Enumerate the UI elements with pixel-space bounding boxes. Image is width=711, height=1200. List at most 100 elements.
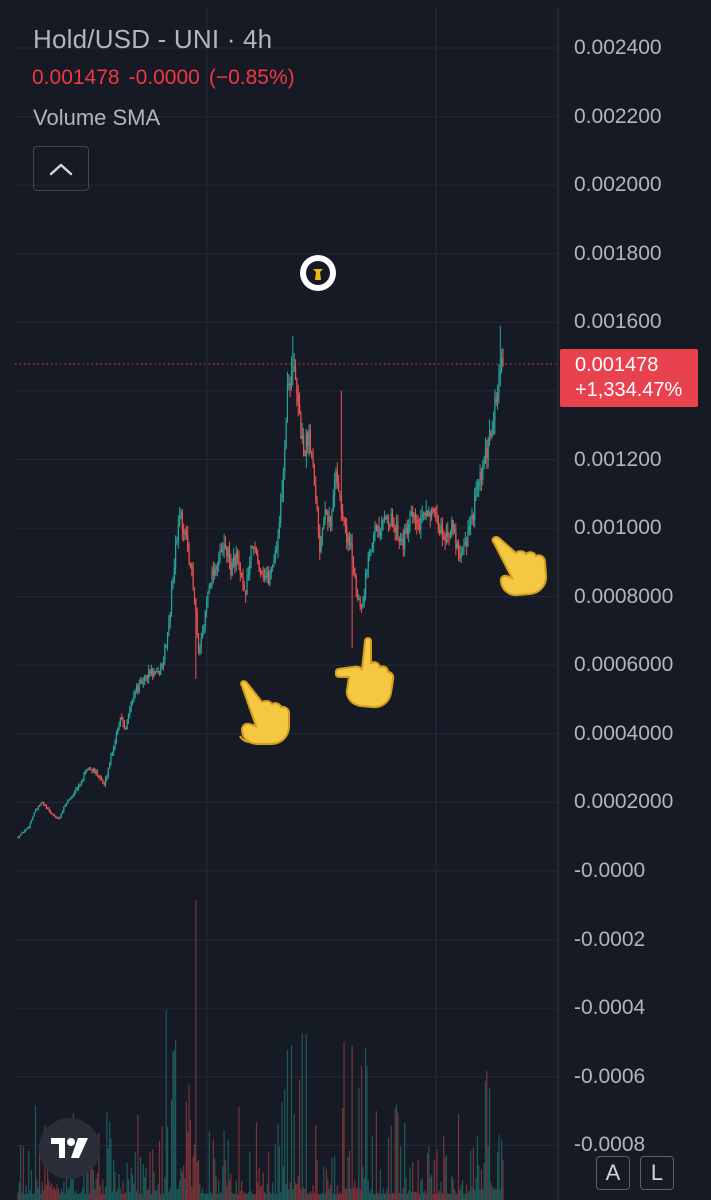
volume-bar xyxy=(40,1193,42,1200)
volume-bar xyxy=(456,1193,458,1200)
volume-bar xyxy=(371,1135,373,1200)
candle-body xyxy=(421,515,423,517)
volume-bar xyxy=(258,1167,260,1200)
candle-body xyxy=(297,393,299,404)
candle-body xyxy=(343,518,345,520)
symbol-title[interactable]: Hold/USD - UNI · 4h xyxy=(33,24,273,54)
candle-body xyxy=(276,549,278,551)
candle-body xyxy=(55,816,57,818)
event-marker-icon[interactable] xyxy=(300,255,336,291)
candle-body xyxy=(222,549,224,553)
volume-bar xyxy=(278,1146,280,1200)
candle-body xyxy=(340,496,342,511)
volume-bar xyxy=(76,1193,78,1200)
candle-body xyxy=(36,809,38,811)
candle-body xyxy=(451,519,453,536)
candle-body xyxy=(377,525,379,531)
candle-body xyxy=(464,541,466,544)
candle-body xyxy=(355,575,357,591)
volume-bar xyxy=(312,1184,314,1200)
volume-bar xyxy=(131,1174,134,1200)
volume-bar xyxy=(180,1168,182,1200)
volume-bar xyxy=(239,1190,241,1200)
volume-bar xyxy=(494,1188,496,1200)
volume-bar xyxy=(286,1050,289,1200)
candle-body xyxy=(422,513,425,516)
candle-body xyxy=(152,669,154,677)
collapse-legend-button[interactable] xyxy=(33,146,89,191)
volume-bar xyxy=(189,1119,192,1200)
candle-body xyxy=(352,556,355,568)
candle-body xyxy=(492,421,495,433)
volume-bar xyxy=(121,1193,123,1200)
volume-bar xyxy=(42,1190,45,1200)
candle-body xyxy=(164,644,166,660)
volume-bar xyxy=(329,1184,332,1200)
volume-bar xyxy=(154,1189,157,1200)
volume-bar xyxy=(78,1193,80,1200)
candle-body xyxy=(249,563,251,575)
candle-body xyxy=(189,563,192,565)
candle-body xyxy=(324,509,326,520)
candle-body xyxy=(32,816,34,820)
candle-body xyxy=(325,509,328,513)
volume-bar xyxy=(395,1104,398,1200)
volume-bar xyxy=(164,1177,166,1200)
candle-body xyxy=(308,429,310,446)
candle-body xyxy=(21,832,23,835)
candle-body xyxy=(391,513,394,518)
legend-price-change-pct: (−0.85%) xyxy=(208,66,295,89)
candle-body xyxy=(347,537,349,543)
volume-bar xyxy=(197,1159,200,1200)
volume-bar xyxy=(156,1191,158,1200)
volume-bar xyxy=(385,1192,387,1200)
candle-body xyxy=(146,675,148,679)
candle-body xyxy=(187,535,189,550)
volume-bar xyxy=(364,1048,367,1200)
candle-body xyxy=(241,572,243,577)
candle-body xyxy=(115,733,117,742)
candle-body xyxy=(44,804,46,806)
candle-body xyxy=(425,510,427,516)
candle-body xyxy=(471,514,473,524)
volume-bar xyxy=(17,1192,19,1200)
candle-body xyxy=(430,508,433,518)
tradingview-logo-icon[interactable] xyxy=(39,1118,100,1179)
candle-body xyxy=(96,771,99,777)
candle-body xyxy=(165,644,167,646)
candle-body xyxy=(60,813,62,818)
volume-bar xyxy=(251,1193,254,1200)
volume-bar xyxy=(28,1150,30,1200)
candle-body xyxy=(166,632,169,645)
candle-body xyxy=(183,529,185,534)
candle-body xyxy=(289,383,291,388)
candle-body xyxy=(110,755,112,764)
candle-body xyxy=(440,525,442,533)
candle-body xyxy=(369,552,371,554)
volume-bar xyxy=(114,1172,116,1200)
candle-body xyxy=(390,513,392,526)
price-axis-tick: 0.0002000 xyxy=(574,790,674,814)
candle-body xyxy=(327,512,329,523)
auto-scale-button[interactable]: A xyxy=(596,1156,630,1190)
candle-body xyxy=(195,599,197,611)
log-scale-button[interactable]: L xyxy=(640,1156,674,1190)
candle-body xyxy=(300,413,302,439)
volume-bar xyxy=(404,1122,406,1200)
candle-body xyxy=(230,562,232,576)
indicator-legend[interactable]: Volume SMA xyxy=(33,105,161,130)
candle-body xyxy=(409,513,411,524)
candle-body xyxy=(305,432,307,457)
candle-body xyxy=(38,805,41,807)
volume-bar xyxy=(466,1184,468,1200)
candle-body xyxy=(359,599,361,607)
candle-body xyxy=(86,769,88,772)
volume-bar xyxy=(175,1039,177,1200)
volume-bar xyxy=(460,1184,462,1200)
volume-bar xyxy=(430,1174,433,1200)
volume-bar xyxy=(61,1191,64,1200)
candle-body xyxy=(274,550,276,560)
volume-bar xyxy=(56,1184,58,1200)
candle-body xyxy=(348,537,351,546)
